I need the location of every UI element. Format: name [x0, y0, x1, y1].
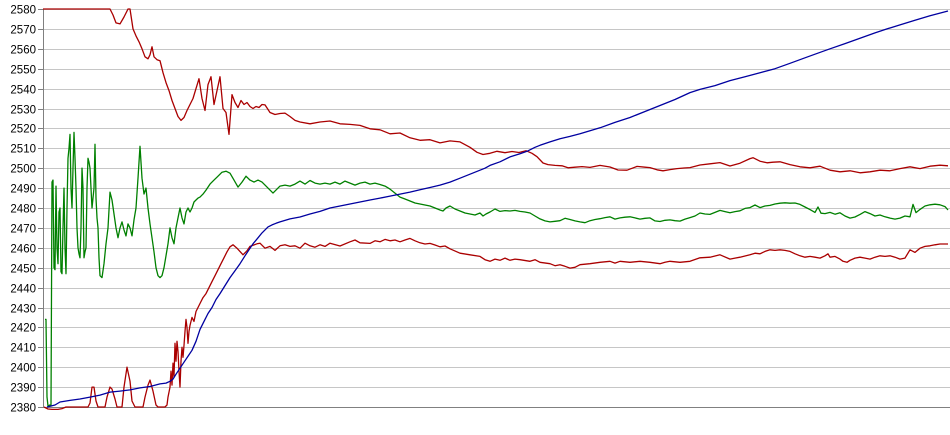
- y-axis-tick-label: 2440: [10, 284, 36, 296]
- y-axis-tick-label: 2550: [10, 65, 36, 77]
- y-axis-tick-label: 2430: [10, 304, 36, 316]
- y-axis-tick-label: 2520: [10, 124, 36, 136]
- y-axis-tick-label: 2460: [10, 244, 36, 256]
- series-red-upper: [43, 8, 949, 174]
- y-axis-tick-label: 2470: [10, 224, 36, 236]
- y-axis-tick-label: 2570: [10, 25, 36, 37]
- y-axis-tick-label: 2500: [10, 164, 36, 176]
- y-axis-tick-label: 2400: [10, 363, 36, 375]
- y-axis-tick-label: 2580: [10, 5, 36, 17]
- y-axis-tick-label: 2420: [10, 323, 36, 335]
- y-axis-tick-label: 2490: [10, 184, 36, 196]
- y-axis-tick-label: 2390: [10, 383, 36, 395]
- y-axis-tick-label: 2450: [10, 264, 36, 276]
- y-axis-tick-label: 2530: [10, 105, 36, 117]
- y-axis-tick-label: 2410: [10, 343, 36, 355]
- series-red-lower: [43, 237, 948, 411]
- y-axis-tick-label: 2510: [10, 144, 36, 156]
- y-axis-tick-label: 2380: [10, 403, 36, 415]
- series-green-mid: [45, 131, 949, 407]
- y-axis-tick-label: 2480: [10, 204, 36, 216]
- series-blue-rising: [46, 10, 949, 408]
- y-axis-tick-label: 2540: [10, 85, 36, 97]
- y-axis-tick-label: 2560: [10, 45, 36, 57]
